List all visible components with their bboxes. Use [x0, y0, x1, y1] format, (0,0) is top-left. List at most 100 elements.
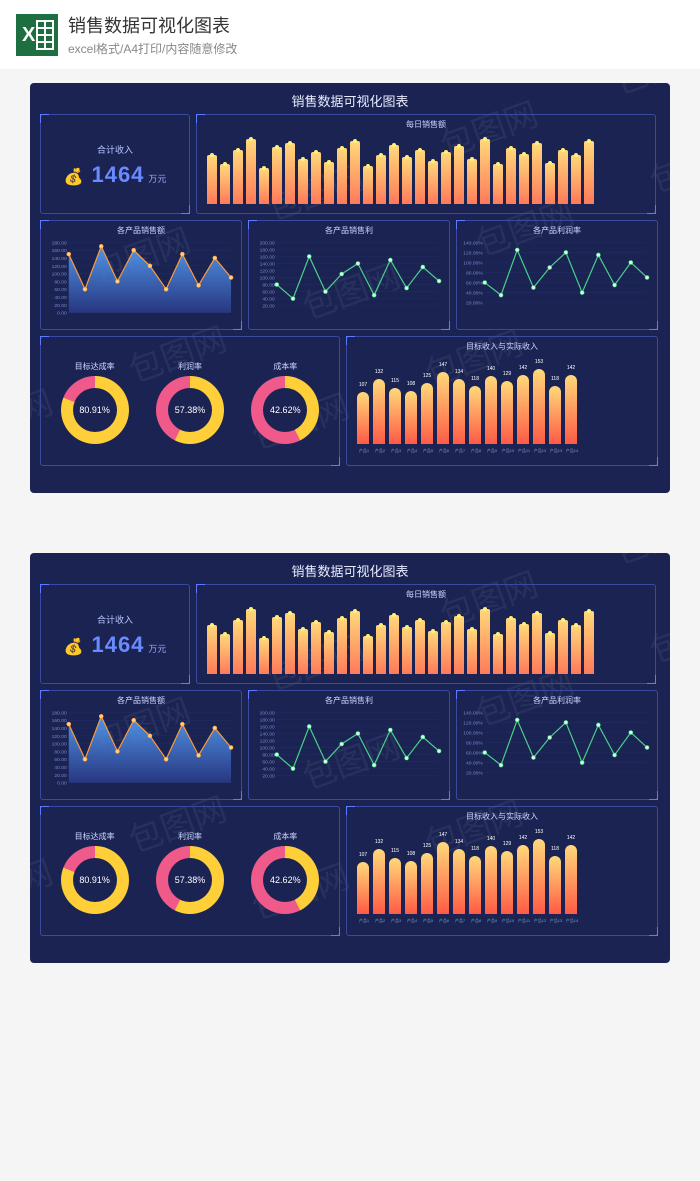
- bar: [376, 625, 386, 675]
- bar-value: 118: [549, 846, 561, 852]
- svg-text:160.00: 160.00: [260, 254, 275, 260]
- bar: [272, 147, 282, 204]
- dashboard-preview-2: 包图网包图网包图网包图网包图网包图网包图网包图网包图网包图网包图网包图网销售数据…: [30, 553, 670, 963]
- bar: [363, 636, 373, 674]
- svg-text:0.00: 0.00: [57, 781, 67, 787]
- bar-value: 142: [517, 365, 529, 371]
- mini-chart: 20.00%40.00%60.00%80.00%100.00%120.00%14…: [463, 708, 651, 793]
- panel-title: 目标收入与实际收入: [353, 341, 651, 352]
- svg-text:40.00: 40.00: [262, 297, 275, 303]
- panel-title: 各产品利润率: [463, 695, 651, 706]
- bar: [493, 634, 503, 674]
- svg-text:40.00%: 40.00%: [466, 291, 483, 297]
- svg-text:180.00: 180.00: [260, 717, 275, 723]
- donuts-panel: 目标达成率80.91%利润率57.38%成本率42.62%: [40, 806, 340, 936]
- bar: [454, 616, 464, 674]
- kpi-value-row: 💰 1464 万元: [64, 632, 167, 658]
- bar: [467, 629, 477, 674]
- bar: [571, 625, 581, 674]
- bar: [441, 622, 451, 674]
- mini-chart: 20.0040.0060.0080.00100.00120.00140.0016…: [255, 238, 443, 323]
- donut-pct: 80.91%: [79, 405, 110, 415]
- bar: [207, 625, 217, 675]
- svg-text:160.00: 160.00: [52, 718, 67, 724]
- svg-text:140.00: 140.00: [260, 261, 275, 267]
- product-profit-rate-panel: 各产品利润率20.00%40.00%60.00%80.00%100.00%120…: [456, 220, 658, 330]
- svg-text:100.00: 100.00: [260, 276, 275, 282]
- bar: [506, 148, 516, 204]
- bar: 107产品1: [357, 862, 369, 914]
- bar: [298, 629, 308, 674]
- bar: [246, 609, 256, 674]
- bar: [207, 155, 217, 205]
- svg-text:20.00: 20.00: [54, 773, 67, 779]
- bar-value: 107: [357, 852, 369, 858]
- product-sales-panel: 各产品销售额0.0020.0040.0060.0080.00100.00120.…: [40, 220, 242, 330]
- bar: 118产品8: [469, 386, 481, 444]
- svg-text:120.00%: 120.00%: [463, 720, 483, 726]
- donut-pct: 42.62%: [270, 405, 301, 415]
- bar: [428, 631, 438, 674]
- svg-text:60.00%: 60.00%: [466, 281, 483, 287]
- donut: 成本率42.62%: [251, 831, 319, 914]
- bar: [324, 162, 334, 204]
- donut-label: 利润率: [156, 361, 224, 372]
- svg-text:40.00%: 40.00%: [466, 761, 483, 767]
- svg-text:100.00%: 100.00%: [463, 260, 483, 266]
- svg-text:60.00%: 60.00%: [466, 751, 483, 757]
- bar: [285, 143, 295, 204]
- bar: [233, 620, 243, 674]
- bar: 115产品3: [389, 388, 401, 444]
- kpi-value: 1464: [91, 162, 144, 188]
- bar-xlabel: 产品14: [563, 448, 581, 454]
- svg-text:60.00: 60.00: [54, 287, 67, 293]
- bar-value: 125: [421, 373, 433, 379]
- bar: [311, 152, 321, 204]
- page-subtitle: excel格式/A4打印/内容随意修改: [68, 40, 237, 57]
- bar-value: 153: [533, 829, 545, 835]
- page-title: 销售数据可视化图表: [68, 12, 237, 38]
- mini-chart: 0.0020.0040.0060.0080.00100.00120.00140.…: [47, 708, 235, 793]
- bar: [506, 618, 516, 674]
- page-header: 销售数据可视化图表 excel格式/A4打印/内容随意修改: [0, 0, 700, 69]
- bar: 118产品8: [469, 856, 481, 914]
- svg-text:100.00: 100.00: [260, 746, 275, 752]
- bar-value: 118: [469, 376, 481, 382]
- bar: 118产品13: [549, 386, 561, 444]
- bar: 134产品7: [453, 849, 465, 915]
- bar: [415, 620, 425, 674]
- daily-sales-bars: [203, 602, 649, 674]
- donuts-panel: 目标达成率80.91%利润率57.38%成本率42.62%: [40, 336, 340, 466]
- product-margin-panel: 各产品销售利20.0040.0060.0080.00100.00120.0014…: [248, 690, 450, 800]
- svg-text:120.00: 120.00: [260, 738, 275, 744]
- donut-pct: 42.62%: [270, 875, 301, 885]
- bar: [233, 150, 243, 204]
- bar-value: 115: [389, 848, 401, 854]
- svg-text:140.00: 140.00: [52, 256, 67, 262]
- svg-text:120.00: 120.00: [260, 268, 275, 274]
- bar: [532, 613, 542, 674]
- svg-text:80.00: 80.00: [262, 283, 275, 289]
- donut-label: 目标达成率: [61, 361, 129, 372]
- bar: [584, 141, 594, 204]
- kpi-label: 合计收入: [97, 613, 133, 626]
- panel-title: 各产品销售利: [255, 695, 443, 706]
- panel-title: 各产品销售利: [255, 225, 443, 236]
- mini-chart: 0.0020.0040.0060.0080.00100.00120.00140.…: [47, 238, 235, 323]
- bar-value: 129: [501, 371, 513, 377]
- bar: [259, 168, 269, 204]
- bar-value: 142: [565, 835, 577, 841]
- bar: [545, 633, 555, 674]
- svg-text:180.00: 180.00: [52, 710, 67, 716]
- dashboard-preview-1: 包图网包图网包图网包图网包图网包图网包图网包图网包图网包图网包图网包图网销售数据…: [30, 83, 670, 493]
- daily-sales-panel: 每日销售额: [196, 114, 656, 214]
- bar: 142产品14: [565, 375, 577, 444]
- bar-value: 147: [437, 362, 449, 368]
- bar: 142产品11: [517, 845, 529, 914]
- bar-value: 147: [437, 832, 449, 838]
- bar-value: 132: [373, 839, 385, 845]
- donut: 成本率42.62%: [251, 361, 319, 444]
- bar: 140产品9: [485, 846, 497, 914]
- kpi-unit: 万元: [148, 172, 166, 185]
- svg-text:140.00%: 140.00%: [463, 710, 483, 716]
